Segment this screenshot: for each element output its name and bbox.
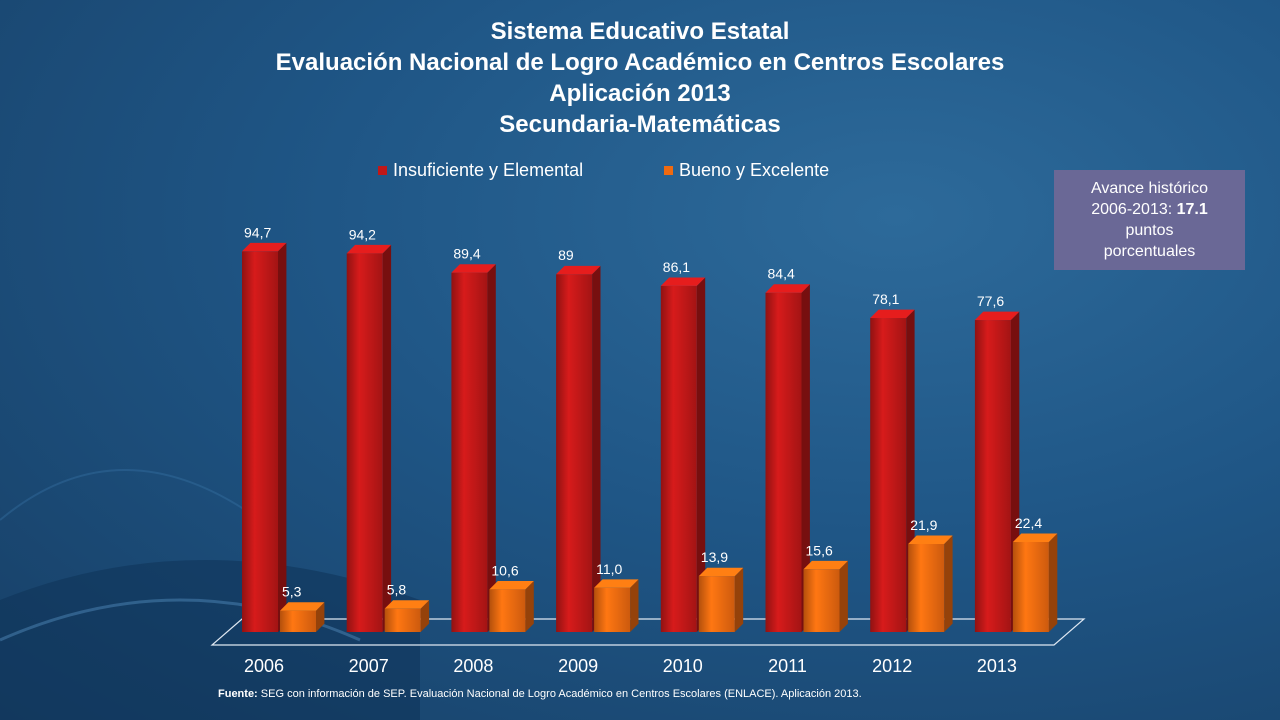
bar-2009-series-2 (594, 587, 631, 632)
bar-2010-series-1-side (696, 277, 706, 632)
bar-2010-series-1-label: 86,1 (663, 259, 690, 275)
bar-2013-series-1 (974, 320, 1011, 632)
bar-2007-series-2-top (384, 600, 430, 609)
bar-2008-series-2-side (525, 580, 534, 632)
bar-2007-series-1-side (382, 244, 392, 632)
bar-2008-series-2-top (489, 580, 534, 590)
bar-2009-series-2-label: 11,0 (596, 561, 622, 577)
legend-swatch-series-2 (664, 166, 673, 175)
bar-2009-series-1 (556, 274, 593, 632)
bar-2008-series-1-side (487, 264, 496, 632)
bar-2010-series-1 (660, 285, 697, 632)
bar-2011-series-2-side (839, 560, 848, 632)
bar-2006-series-1-top (242, 242, 287, 252)
note-line-2-prefix: 2006-2013: (1091, 201, 1177, 218)
bar-2011-series-2 (803, 569, 840, 632)
legend-label-series-2: Bueno y Excelente (679, 160, 830, 180)
bar-2006-series-2-side (316, 602, 325, 632)
bar-2008-series-1 (451, 272, 488, 632)
bar-2013-series-1-top (974, 311, 1020, 321)
x-tick-label-2010: 2010 (663, 656, 703, 676)
bar-2009-series-1-label: 89 (558, 247, 574, 263)
bar-2008-series-2-label: 10,6 (491, 562, 518, 578)
bar-2011-series-1-label: 84,4 (768, 266, 795, 282)
source-label: Fuente: (218, 688, 258, 700)
title-line-3: Aplicación 2013 (549, 80, 731, 107)
legend-label-series-1: Insuficiente y Elemental (393, 160, 584, 180)
bar-2010-series-2 (698, 576, 735, 632)
source-note: Fuente: SEG con información de SEP. Eval… (218, 688, 862, 700)
bar-2012-series-1 (870, 318, 907, 632)
title-line-4: Secundaria-Matemáticas (499, 111, 781, 138)
bar-2006-series-1-label: 94,7 (244, 224, 271, 240)
bar-2006-series-1 (242, 251, 278, 632)
x-tick-label-2012: 2012 (872, 656, 912, 676)
note-line-2-value: 17.1 (1176, 201, 1208, 218)
bar-2013-series-2-label: 22,4 (1015, 515, 1042, 531)
bar-2013-series-2 (1012, 541, 1049, 632)
x-tick-label-2009: 2009 (558, 656, 598, 676)
bar-2007-series-2-side (420, 600, 430, 632)
bar-2010-series-2-label: 13,9 (701, 549, 728, 565)
title-line-2: Evaluación Nacional de Logro Académico e… (275, 49, 1005, 76)
x-tick-label-2006: 2006 (244, 656, 284, 676)
source-text: SEG con información de SEP. Evaluación N… (257, 688, 862, 700)
bar-2009-series-1-top (556, 265, 601, 275)
legend-item-series-2: Bueno y Excelente (664, 160, 829, 181)
bar-2009-series-1-side (592, 265, 601, 632)
bar-2009-series-2-top (594, 579, 639, 588)
bar-2010-series-1-top (660, 277, 706, 286)
bar-2013-series-2-side (1048, 533, 1058, 632)
note-line-2: 2006-2013: 17.1 (1054, 199, 1245, 220)
bar-2006-series-2-label: 5,3 (282, 584, 302, 600)
bar-2006-series-2-top (280, 602, 325, 611)
bar-2007-series-2-label: 5,8 (387, 582, 407, 598)
legend-item-series-1: Insuficiente y Elemental (378, 160, 664, 181)
bar-2007-series-1-top (346, 244, 392, 254)
bar-2010-series-2-side (734, 567, 744, 632)
legend-swatch-series-1 (378, 166, 387, 175)
historical-progress-note: Avance histórico 2006-2013: 17.1 puntos … (1054, 170, 1245, 270)
bar-2012-series-2-top (908, 535, 953, 544)
note-line-4: porcentuales (1103, 243, 1196, 260)
title-line-1: Sistema Educativo Estatal (490, 18, 790, 45)
bar-2011-series-1-side (801, 284, 810, 632)
bar-2011-series-1-top (765, 284, 810, 293)
bar-2009-series-2-side (630, 579, 639, 632)
bar-2006-series-1-side (278, 242, 287, 632)
bar-2008-series-1-top (451, 264, 496, 273)
chart-legend: Insuficiente y Elemental Bueno y Excelen… (378, 160, 829, 181)
x-tick-label-2007: 2007 (349, 656, 389, 676)
bar-2010-series-2-top (698, 567, 744, 577)
bar-2006-series-2 (280, 610, 316, 632)
bar-2007-series-1 (346, 253, 383, 633)
x-tick-label-2011: 2011 (768, 656, 807, 676)
chart-title-block: Sistema Educativo Estatal Evaluación Nac… (0, 16, 1280, 140)
bar-2012-series-2-label: 21,9 (910, 517, 937, 533)
x-tick-label-2008: 2008 (453, 656, 493, 676)
note-line-3: puntos (1125, 222, 1174, 239)
bar-2008-series-1-label: 89,4 (453, 246, 480, 262)
bar-2011-series-2-top (803, 560, 848, 570)
bar-2013-series-1-label: 77,6 (977, 293, 1004, 309)
bar-2011-series-2-label: 15,6 (806, 542, 833, 558)
bar-2013-series-2-top (1012, 533, 1058, 542)
bar-2012-series-2-side (944, 535, 953, 632)
bar-2007-series-2 (384, 608, 421, 632)
note-line-1: Avance histórico (1090, 180, 1209, 197)
bar-2012-series-2 (908, 543, 945, 632)
chart-floor (210, 618, 1086, 646)
bar-2008-series-2 (489, 589, 526, 632)
bar-2007-series-1-label: 94,2 (349, 226, 376, 242)
bar-2012-series-1-top (870, 309, 915, 319)
bar-2011-series-1 (765, 292, 802, 632)
bar-2012-series-1-label: 78,1 (872, 291, 899, 307)
x-tick-label-2013: 2013 (977, 656, 1017, 676)
